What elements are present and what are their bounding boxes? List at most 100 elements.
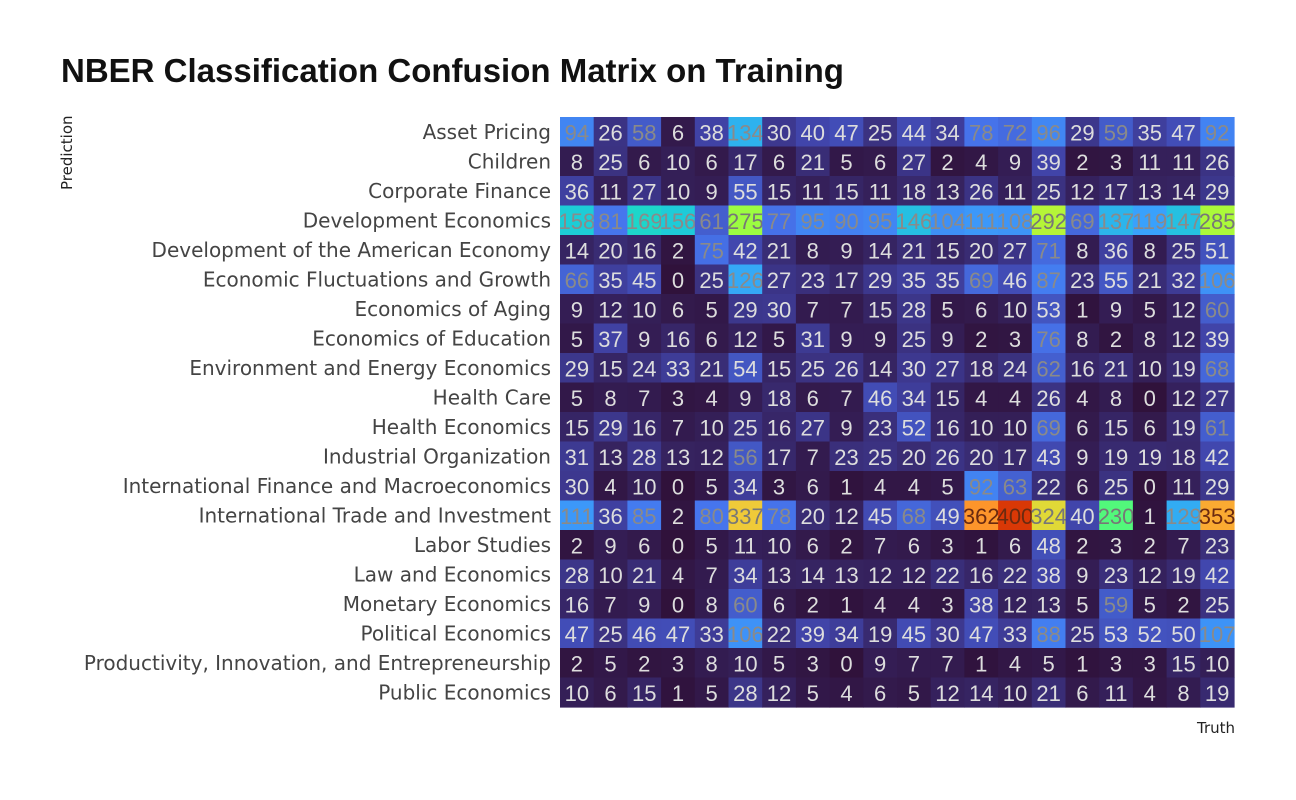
heatmap-cell: [728, 677, 763, 708]
cell-value: 12: [733, 327, 757, 352]
heatmap-cell: [1065, 176, 1100, 207]
heatmap-cell: [795, 559, 831, 590]
heatmap-cell: [863, 530, 898, 561]
heatmap-cell: [964, 323, 999, 354]
heatmap-cell: [593, 530, 628, 561]
heatmap-cell: [1166, 677, 1201, 708]
cell-value: 14: [565, 238, 589, 263]
cell-value: 6: [1144, 415, 1156, 440]
heatmap-cell: [1166, 412, 1201, 443]
row-label: Economics of Education: [312, 326, 551, 350]
cell-value: 111: [965, 209, 998, 234]
cell-value: 2: [975, 327, 987, 352]
heatmap-cell: [795, 176, 831, 207]
cell-value: 28: [902, 297, 926, 322]
heatmap-cell: [560, 264, 595, 295]
cell-value: 28: [632, 445, 656, 470]
cell-value: 40: [801, 120, 825, 145]
cell-value: 19: [1171, 563, 1195, 588]
heatmap-cell: [795, 677, 831, 708]
cell-value: 23: [1070, 268, 1094, 293]
cell-value: 9: [706, 179, 718, 204]
cell-value: 169: [626, 209, 663, 234]
heatmap-cell: [795, 500, 831, 531]
heatmap-cell: [1099, 559, 1134, 590]
cell-value: 22: [1003, 563, 1027, 588]
heatmap-cell: [762, 146, 797, 177]
heatmap-cell: [964, 235, 999, 266]
cell-value: 4: [908, 592, 920, 617]
heatmap-cell: [1099, 264, 1134, 295]
cell-value: 25: [598, 150, 622, 175]
heatmap-cell: [728, 471, 763, 502]
cell-value: 11: [599, 179, 622, 204]
cell-value: 68: [902, 504, 926, 529]
heatmap-cell: [1132, 471, 1168, 502]
cell-value: 15: [767, 179, 791, 204]
cell-value: 14: [868, 356, 892, 381]
heatmap-cell: [1200, 176, 1235, 207]
heatmap-cell: [829, 618, 864, 649]
cell-value: 25: [1104, 474, 1128, 499]
heatmap-cell: [1200, 530, 1235, 561]
cell-value: 6: [638, 533, 650, 558]
heatmap-cell: [728, 323, 763, 354]
heatmap-cell: [593, 441, 628, 472]
cell-value: 29: [1070, 120, 1094, 145]
heatmap-cell: [560, 412, 595, 443]
cell-value: 28: [733, 681, 757, 706]
heatmap-cell: [829, 205, 864, 236]
cell-value: 30: [902, 356, 926, 381]
heatmap-cell: [1200, 471, 1235, 502]
cell-value: 10: [565, 681, 589, 706]
cell-value: 23: [868, 415, 892, 440]
cell-value: 6: [1076, 681, 1088, 706]
heatmap-cell: [762, 412, 797, 443]
heatmap-cell: [897, 382, 932, 413]
heatmap-cell: [1031, 412, 1067, 443]
cell-value: 9: [874, 651, 886, 676]
row-label: Corporate Finance: [368, 179, 551, 203]
cell-value: 4: [908, 474, 920, 499]
heatmap-cell: [560, 146, 595, 177]
cell-value: 9: [604, 533, 616, 558]
heatmap-cell: [593, 677, 628, 708]
heatmap-cell: [694, 353, 730, 384]
cell-value: 31: [565, 445, 589, 470]
cell-value: 3: [1110, 150, 1122, 175]
cell-value: 11: [1172, 150, 1195, 175]
heatmap-cell: [694, 618, 730, 649]
cell-value: 19: [1104, 445, 1128, 470]
heatmap-cell: [1132, 323, 1168, 354]
heatmap-cell: [627, 412, 662, 443]
cell-value: 78: [767, 504, 791, 529]
heatmap-cell: [1031, 235, 1067, 266]
cell-value: 1: [1076, 651, 1088, 676]
cell-value: 8: [1144, 327, 1156, 352]
heatmap-cell: [728, 500, 763, 531]
cell-value: 25: [1036, 179, 1060, 204]
heatmap-cell: [1166, 205, 1201, 236]
cell-value: 2: [840, 533, 852, 558]
cell-value: 12: [1171, 386, 1195, 411]
heatmap-cell: [998, 412, 1033, 443]
cell-value: 18: [969, 356, 993, 381]
cell-value: 26: [1205, 150, 1229, 175]
heatmap-cell: [897, 500, 932, 531]
heatmap-cell: [1031, 176, 1067, 207]
heatmap-cell: [661, 471, 696, 502]
heatmap-cell: [1166, 648, 1201, 679]
heatmap-cell: [897, 441, 932, 472]
heatmap-cell: [1200, 677, 1235, 708]
cell-value: 95: [801, 209, 825, 234]
cell-value: 230: [1098, 504, 1135, 529]
heatmap-cell: [627, 677, 662, 708]
heatmap-cell: [560, 559, 595, 590]
cell-value: 27: [767, 268, 791, 293]
heatmap-cell: [863, 176, 898, 207]
heatmap-cell: [560, 589, 595, 620]
cell-value: 53: [1036, 297, 1060, 322]
heatmap-cell: [762, 264, 797, 295]
heatmap-cell: [694, 117, 730, 148]
heatmap-cell: [728, 146, 763, 177]
